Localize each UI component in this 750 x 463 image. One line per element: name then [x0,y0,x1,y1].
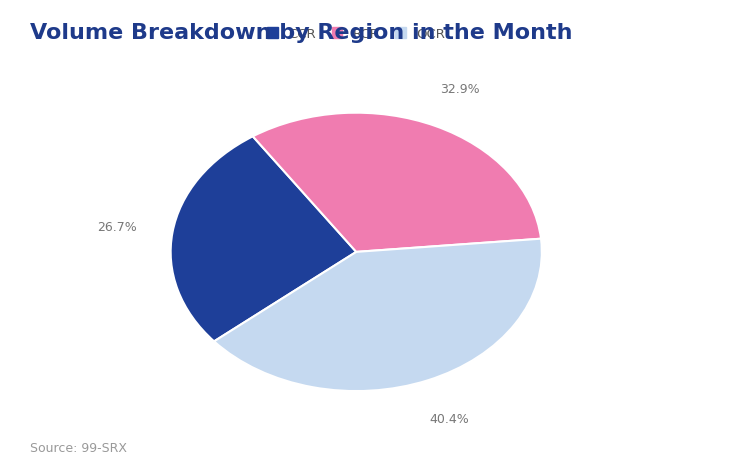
Text: 40.4%: 40.4% [430,413,470,425]
Wedge shape [171,137,356,342]
Text: 32.9%: 32.9% [440,83,479,96]
Wedge shape [214,239,542,391]
Text: Volume Breakdown by Region in the Month: Volume Breakdown by Region in the Month [30,23,572,43]
Legend: CCR, RCR, OCR: CCR, RCR, OCR [262,23,451,46]
Text: 26.7%: 26.7% [98,220,137,233]
Text: Source: 99-SRX: Source: 99-SRX [30,441,127,454]
Wedge shape [253,113,541,252]
